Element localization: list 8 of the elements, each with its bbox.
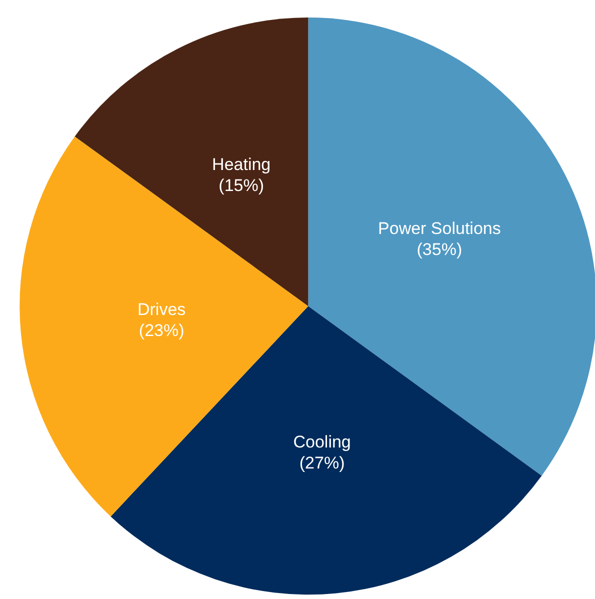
data-label: (27%) <box>299 454 345 473</box>
data-label: (15%) <box>218 176 264 195</box>
slice-label: Power Solutions <box>378 219 501 238</box>
data-label: (23%) <box>138 320 184 340</box>
slice-label: Drives <box>137 300 186 319</box>
data-label: (35%) <box>416 240 462 260</box>
slice-label: Heating <box>212 154 271 174</box>
slice-label: Cooling <box>293 432 351 452</box>
